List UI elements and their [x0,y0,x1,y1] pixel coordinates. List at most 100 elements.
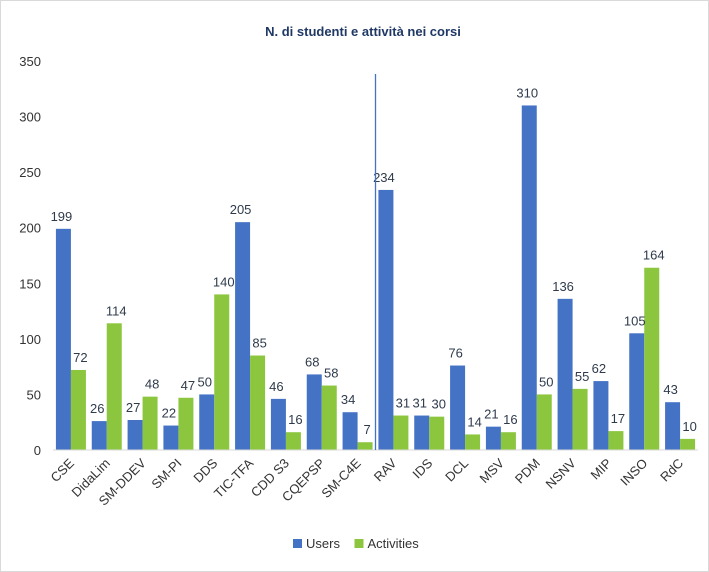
bar-activities [680,438,696,450]
data-label-activities: 58 [324,366,338,381]
data-label-activities: 47 [181,378,195,393]
data-label-activities: 30 [432,397,446,412]
bar-activities [393,415,409,450]
legend-swatch-activities [354,539,364,548]
x-tick-label: SM-PI [148,456,184,492]
y-tick-label: 350 [19,54,41,69]
y-tick-label: 50 [27,387,41,402]
bar-users [485,426,501,450]
bar-users [414,415,430,450]
data-label-activities: 16 [503,412,517,427]
x-tick-label: SM-C4E [318,455,364,501]
bar-users [629,333,645,450]
bars-group [55,105,696,450]
data-label-users: 21 [484,407,498,422]
bar-users [378,189,394,450]
bar-users [199,394,215,450]
chart-title: N. di studenti e attività nei corsi [265,24,461,39]
x-tick-label: PDM [512,456,543,487]
bar-activities [644,267,660,450]
data-label-activities: 140 [213,274,235,289]
bar-activities [142,396,158,450]
legend-label-activities: Activities [368,536,420,551]
data-label-activities: 85 [252,336,266,351]
y-tick-label: 0 [34,443,41,458]
y-tick-label: 250 [19,165,41,180]
x-tick-label: RdC [657,456,686,485]
data-label-users: 136 [552,279,574,294]
data-label-users: 31 [413,396,427,411]
bar-users [55,228,71,450]
bar-users [91,421,107,450]
data-label-users: 46 [269,379,283,394]
bar-activities [500,432,516,450]
data-label-activities: 72 [73,350,87,365]
bar-activities [214,294,230,450]
data-label-activities: 114 [106,303,127,318]
data-label-users: 76 [448,346,462,361]
x-tick-label: NSNV [543,455,579,491]
data-label-activities: 7 [363,422,370,437]
data-label-users: 43 [663,382,677,397]
legend-swatch-users [293,539,302,548]
data-label-users: 199 [51,209,73,224]
bar-users [163,425,179,450]
data-label-users: 234 [373,170,395,185]
data-label-activities: 164 [643,248,665,263]
x-tick-label: DDS [190,455,220,485]
data-label-activities: 16 [288,412,302,427]
data-label-users: 50 [198,374,212,389]
data-label-users: 22 [162,406,176,421]
data-label-users: 62 [592,361,606,376]
bar-users [306,374,322,450]
data-label-activities: 14 [467,414,481,429]
data-label-users: 26 [90,401,104,416]
bar-users [557,298,573,450]
legend-label-users: Users [306,536,340,551]
y-tick-label: 100 [19,332,41,347]
bar-users [665,402,681,450]
x-tick-label: IDS [409,455,435,481]
bar-activities [465,434,481,450]
bar-activities [285,432,301,450]
x-tick-label: TIC-TFA [211,455,257,501]
x-tick-label: MIP [588,456,615,483]
data-label-activities: 10 [682,419,696,434]
data-label-users: 310 [516,85,538,100]
bar-users [270,398,286,450]
bar-activities [178,397,194,450]
y-tick-label: 200 [19,221,41,236]
bar-users [127,419,143,450]
x-tick-label: RAV [371,455,400,484]
bar-users [593,381,609,450]
bar-activities [608,431,624,450]
data-label-activities: 55 [575,369,589,384]
x-tick-label: MSV [477,455,508,486]
x-tick-label: CSE [48,455,78,485]
bar-activities [429,416,445,450]
bar-activities [357,442,373,450]
x-tick-label: DCL [442,456,471,485]
data-label-activities: 31 [396,396,410,411]
bar-activities [321,385,337,450]
y-tick-label: 150 [19,276,41,291]
data-label-activities: 48 [145,377,159,392]
data-label-users: 105 [624,313,646,328]
data-label-activities: 17 [611,411,625,426]
data-label-users: 34 [341,392,355,407]
data-label-users: 27 [126,400,140,415]
bar-activities [70,369,86,450]
bar-activities [250,355,266,450]
legend: Users Activities [293,536,419,551]
bar-activities [106,323,122,450]
data-label-activities: 50 [539,374,553,389]
bar-users [521,105,537,450]
bar-activities [572,388,588,450]
y-axis: 0 50 100 150 200 250 300 350 [19,54,41,458]
data-label-users: 205 [230,202,252,217]
x-tick-label: INSO [617,456,650,489]
bar-activities [536,394,552,450]
